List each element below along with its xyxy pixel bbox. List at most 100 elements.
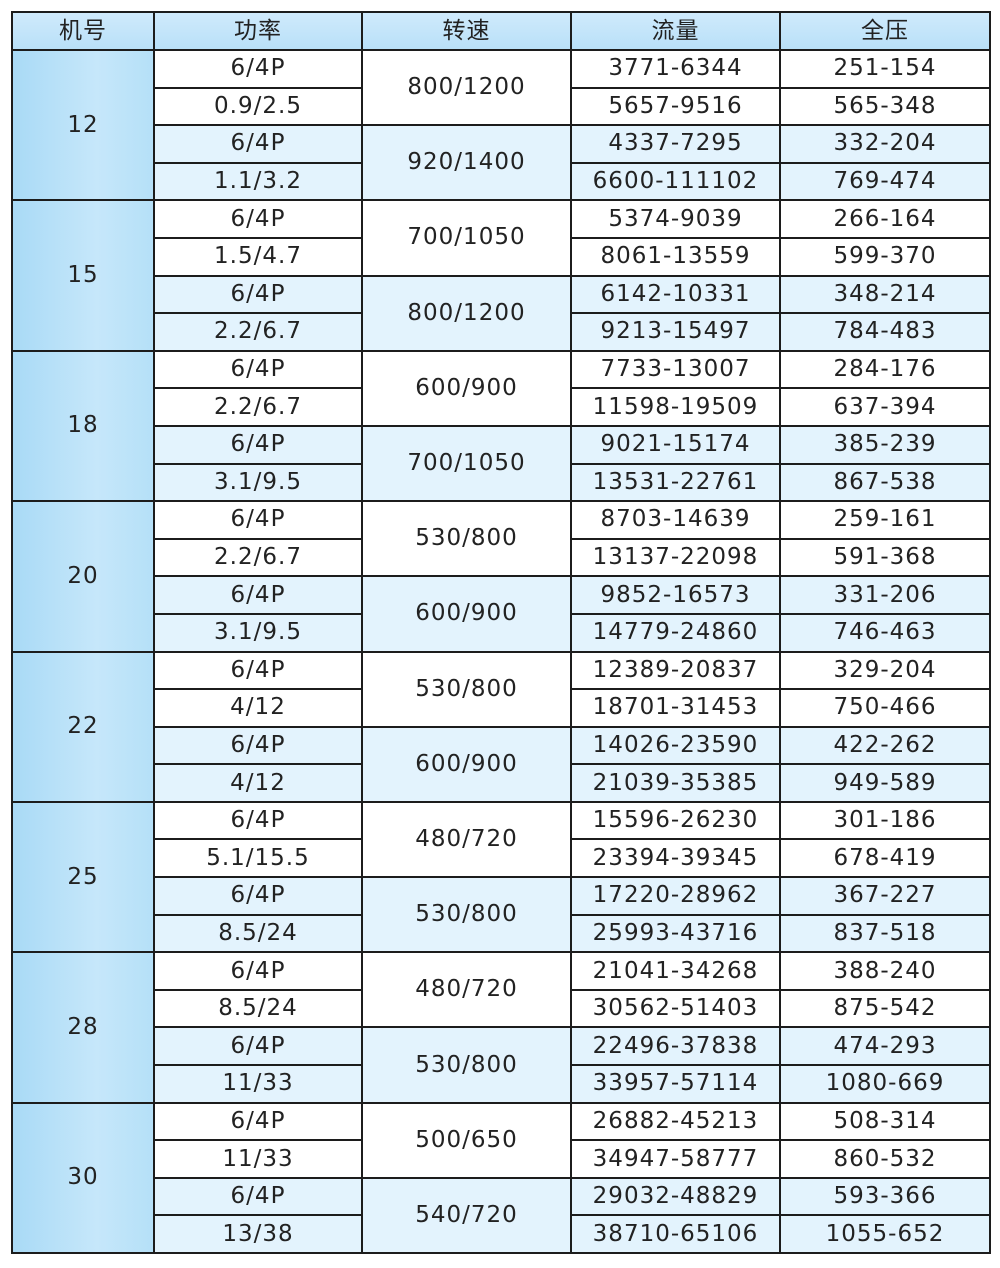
power-cell: 6/4P bbox=[153, 1101, 363, 1142]
table-row: 6/4P 800/1200 6142-10331 348-214 bbox=[12, 274, 991, 352]
speed-cell: 530/800 bbox=[361, 876, 572, 954]
total-pressure-cell: 331-206 bbox=[779, 575, 991, 615]
power-cell: 1.5/4.7 bbox=[153, 236, 363, 277]
power-cell: 2.2/6.7 bbox=[153, 537, 363, 578]
table-row: 0.9/2.5 5657-9516 565-348 bbox=[12, 86, 991, 127]
table-row: 18 6/4P 600/900 7733-13007 284-176 bbox=[11, 349, 991, 503]
speed-cell: 500/650 bbox=[361, 1101, 572, 1179]
power-cell: 0.9/2.5 bbox=[153, 86, 363, 127]
airflow-cell: 21039-35385 bbox=[570, 763, 781, 803]
airflow-cell: 8061-13559 bbox=[570, 236, 781, 277]
power-cell: 8.5/24 bbox=[153, 988, 363, 1029]
table-row: 20 6/4P 530/800 8703-14639 259-161 bbox=[11, 500, 991, 653]
total-pressure-cell: 867-538 bbox=[779, 462, 991, 503]
speed-cell: 480/720 bbox=[361, 951, 572, 1029]
table-row: 2.2/6.7 9213-15497 784-483 bbox=[12, 312, 991, 352]
speed-cell: 920/1400 bbox=[361, 124, 572, 202]
total-pressure-cell: 637-394 bbox=[779, 387, 991, 427]
power-cell: 6/4P bbox=[153, 800, 363, 841]
total-pressure-cell: 301-186 bbox=[779, 800, 991, 841]
power-cell: 6/4P bbox=[153, 1026, 363, 1067]
power-cell: 6/4P bbox=[153, 1176, 363, 1217]
airflow-cell: 15596-26230 bbox=[570, 800, 781, 841]
header-speed: 转速 bbox=[361, 11, 572, 51]
total-pressure-cell: 750-466 bbox=[779, 688, 991, 728]
table-row: 1.1/3.2 6600-111102 769-474 bbox=[12, 161, 991, 202]
header-machine-no: 机号 bbox=[11, 11, 155, 51]
airflow-cell: 30562-51403 bbox=[570, 988, 781, 1029]
total-pressure-cell: 251-154 bbox=[779, 49, 991, 89]
power-cell: 6/4P bbox=[153, 650, 363, 691]
total-pressure-cell: 860-532 bbox=[779, 1139, 991, 1179]
power-cell: 6/4P bbox=[153, 274, 363, 315]
airflow-cell: 18701-31453 bbox=[570, 688, 781, 728]
table-row: 5.1/15.5 23394-39345 678-419 bbox=[12, 838, 991, 879]
power-cell: 11/33 bbox=[153, 1139, 363, 1179]
speed-cell: 700/1050 bbox=[361, 199, 572, 277]
power-cell: 1.1/3.2 bbox=[153, 161, 363, 202]
table-row: 6/4P 530/800 17220-28962 367-227 bbox=[12, 876, 991, 954]
airflow-cell: 23394-39345 bbox=[570, 838, 781, 879]
speed-cell: 530/800 bbox=[361, 500, 572, 578]
fan-spec-table: 机号 功率 转速 流量 全压 12 6/4P 800/1200 3771-6344 25… bbox=[11, 11, 991, 1255]
table-row: 6/4P 540/720 29032-48829 593-366 bbox=[12, 1176, 991, 1255]
airflow-cell: 12389-20837 bbox=[570, 650, 781, 691]
power-cell: 6/4P bbox=[153, 349, 363, 390]
airflow-cell: 38710-65106 bbox=[570, 1214, 781, 1254]
airflow-cell: 34947-58777 bbox=[570, 1139, 781, 1179]
airflow-cell: 8703-14639 bbox=[570, 500, 781, 540]
airflow-cell: 5374-9039 bbox=[570, 199, 781, 239]
table-row: 6/4P 920/1400 4337-7295 332-204 bbox=[12, 124, 991, 202]
airflow-cell: 33957-57114 bbox=[570, 1064, 781, 1104]
power-cell: 6/4P bbox=[153, 49, 363, 89]
table-row: 6/4P 600/900 9852-16573 331-206 bbox=[12, 575, 991, 653]
total-pressure-cell: 591-368 bbox=[779, 537, 991, 578]
total-pressure-cell: 678-419 bbox=[779, 838, 991, 879]
speed-cell: 800/1200 bbox=[361, 48, 572, 127]
table-row: 6/4P 600/900 14026-23590 422-262 bbox=[12, 725, 991, 803]
speed-cell: 600/900 bbox=[361, 349, 572, 427]
table-row: 4/12 21039-35385 949-589 bbox=[12, 763, 991, 803]
power-cell: 8.5/24 bbox=[153, 913, 363, 954]
power-cell: 2.2/6.7 bbox=[153, 312, 363, 352]
total-pressure-cell: 1055-652 bbox=[779, 1214, 991, 1254]
table-row: 11/33 34947-58777 860-532 bbox=[12, 1139, 991, 1179]
total-pressure-cell: 1080-669 bbox=[779, 1064, 991, 1104]
speed-cell: 530/800 bbox=[361, 650, 572, 728]
airflow-cell: 14026-23590 bbox=[570, 725, 781, 766]
machine-number-cell: 18 bbox=[11, 349, 155, 503]
power-cell: 6/4P bbox=[153, 725, 363, 766]
airflow-cell: 25993-43716 bbox=[570, 913, 781, 954]
total-pressure-cell: 599-370 bbox=[779, 236, 991, 277]
table-row: 22 6/4P 530/800 12389-20837 329-204 bbox=[11, 650, 991, 803]
table-row: 11/33 33957-57114 1080-669 bbox=[12, 1064, 991, 1104]
table-row: 30 6/4P 500/650 26882-45213 508-314 bbox=[11, 1101, 991, 1255]
total-pressure-cell: 388-240 bbox=[779, 951, 991, 991]
table-row: 3.1/9.5 14779-24860 746-463 bbox=[12, 612, 991, 653]
table-row: 12 6/4P 800/1200 3771-6344 251-154 bbox=[11, 48, 991, 202]
total-pressure-cell: 474-293 bbox=[779, 1026, 991, 1067]
total-pressure-cell: 508-314 bbox=[779, 1101, 991, 1142]
speed-cell: 600/900 bbox=[361, 725, 572, 803]
total-pressure-cell: 593-366 bbox=[779, 1176, 991, 1217]
airflow-cell: 3771-6344 bbox=[570, 49, 781, 89]
power-cell: 6/4P bbox=[153, 424, 363, 465]
total-pressure-cell: 329-204 bbox=[779, 650, 991, 691]
airflow-cell: 7733-13007 bbox=[570, 349, 781, 390]
header-airflow: 流量 bbox=[570, 11, 781, 51]
airflow-cell: 9021-15174 bbox=[570, 424, 781, 465]
table-row: 6/4P 530/800 22496-37838 474-293 bbox=[12, 1026, 991, 1104]
machine-number-cell: 15 bbox=[11, 199, 155, 352]
total-pressure-cell: 259-161 bbox=[779, 500, 991, 540]
power-cell: 6/4P bbox=[153, 876, 363, 916]
power-cell: 3.1/9.5 bbox=[153, 612, 363, 653]
machine-number-cell: 22 bbox=[11, 650, 155, 803]
power-cell: 3.1/9.5 bbox=[153, 462, 363, 503]
power-cell: 13/38 bbox=[153, 1214, 363, 1254]
total-pressure-cell: 837-518 bbox=[779, 913, 991, 954]
total-pressure-cell: 422-262 bbox=[779, 725, 991, 766]
speed-cell: 600/900 bbox=[361, 575, 572, 653]
speed-cell: 800/1200 bbox=[361, 274, 572, 352]
header-power: 功率 bbox=[153, 11, 363, 51]
table-row: 3.1/9.5 13531-22761 867-538 bbox=[12, 462, 991, 503]
